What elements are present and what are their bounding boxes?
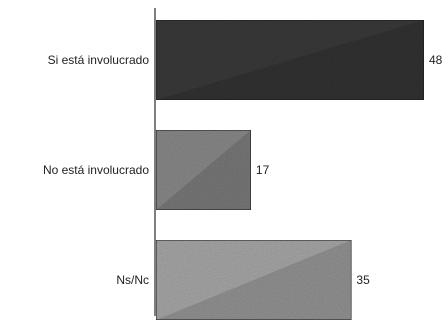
bar-shade-0 xyxy=(156,20,424,100)
bar-1 xyxy=(155,129,252,211)
bar-shade-1 xyxy=(156,130,251,210)
value-label-1: 17 xyxy=(256,163,270,177)
value-label-2: 35 xyxy=(356,273,370,287)
bar-0 xyxy=(155,19,425,101)
category-label-2: Ns/Nc xyxy=(116,273,149,287)
bar-2 xyxy=(155,239,352,321)
category-label-0: Si está involucrado xyxy=(48,53,150,67)
category-label-1: No está involucrado xyxy=(43,163,149,177)
bar-shade-2 xyxy=(156,240,352,320)
value-label-0: 48 xyxy=(429,53,443,67)
